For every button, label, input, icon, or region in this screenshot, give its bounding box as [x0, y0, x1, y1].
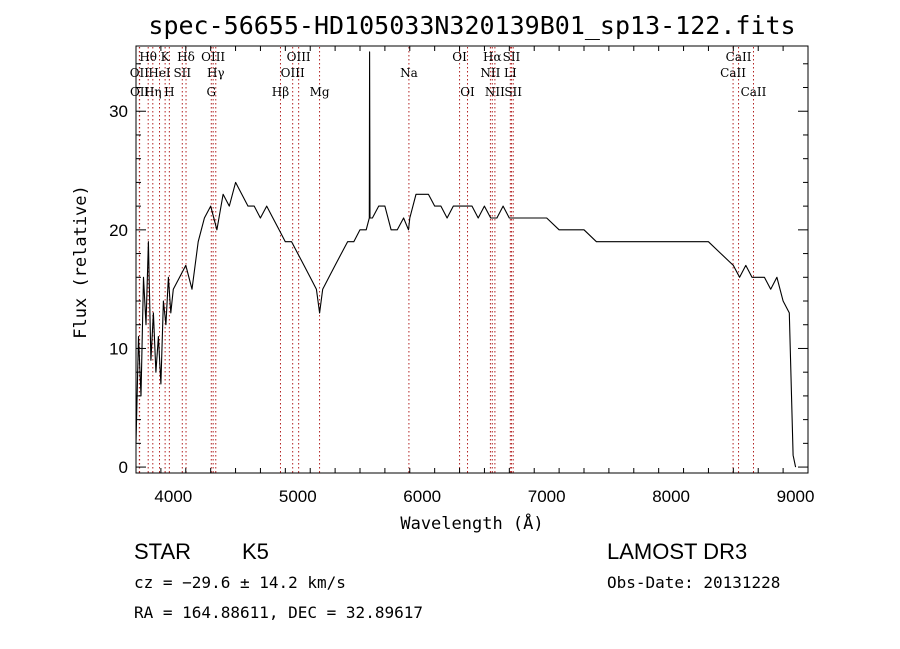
line-marker-label: OIII: [201, 50, 225, 64]
y-tick-label: 30: [109, 102, 128, 121]
y-tick-label: 10: [109, 339, 128, 358]
line-marker-label: Hβ: [272, 85, 289, 99]
x-tick-label: 8000: [652, 487, 690, 506]
line-marker-label: K: [161, 50, 171, 64]
plot-frame: [135, 45, 809, 474]
spectrum-line: [135, 51, 797, 468]
x-tick-label: 7000: [528, 487, 566, 506]
line-marker-label: OII: [130, 66, 150, 80]
line-marker-label: NII: [480, 66, 500, 80]
line-markers: [138, 47, 754, 473]
line-marker-label: CaII: [720, 66, 746, 80]
line-marker-label: Na: [400, 66, 418, 80]
object-subclass: K5: [242, 539, 269, 564]
line-marker-label: Mg: [310, 85, 330, 99]
y-axis-label: Flux (relative): [71, 185, 91, 339]
object-class: STAR: [134, 539, 192, 564]
x-axis-label: Wavelength (Å): [400, 512, 543, 534]
line-marker-label: OI: [460, 85, 475, 99]
line-marker-label: NII: [485, 85, 505, 99]
line-marker-label: CaII: [726, 50, 752, 64]
line-marker-label: OI: [452, 50, 467, 64]
x-tick-label: 4000: [154, 487, 192, 506]
survey-release: LAMOST DR3: [607, 539, 748, 564]
sky-coordinates: RA = 164.88611, DEC = 32.89617: [134, 603, 423, 622]
line-marker-label: OIII: [281, 66, 305, 80]
line-marker-label: HeI: [148, 66, 171, 80]
redshift-velocity: cz = −29.6 ± 14.2 km/s: [134, 573, 346, 592]
line-marker-label: OII: [130, 85, 150, 99]
plot-axes: 4000 5000 6000 7000 8000 9000 0 10 20 30: [109, 45, 815, 506]
spectrum-series: [135, 51, 797, 468]
line-marker-label: Hη: [144, 85, 162, 99]
line-marker-label: Hγ: [207, 66, 225, 80]
line-marker-label: Hδ: [177, 50, 195, 64]
line-marker-label: H: [164, 85, 174, 99]
line-marker-label: CaII: [741, 85, 767, 99]
x-tick-label: 5000: [279, 487, 317, 506]
y-tick-label: 20: [109, 221, 128, 240]
line-marker-label: SII: [173, 66, 191, 80]
line-marker-label: OIII: [287, 50, 311, 64]
line-marker-label: SII: [503, 50, 521, 64]
marker-labels: OII OII Hθ Hη HeI K H SII Hδ G OIII Hγ Hβ OIII OIII Mg N…: [130, 50, 767, 99]
line-marker-label: SII: [504, 85, 522, 99]
y-tick-label: 0: [119, 458, 128, 477]
observation-date: Obs-Date: 20131228: [607, 573, 781, 592]
line-marker-label: Hα: [483, 50, 502, 64]
line-marker-label: Hθ: [139, 50, 157, 64]
line-marker-label: LI: [504, 66, 517, 80]
line-marker-label: G: [206, 85, 216, 99]
x-tick-label: 9000: [777, 487, 815, 506]
x-tick-label: 6000: [403, 487, 441, 506]
chart-title: spec-56655-HD105033N320139B01_sp13-122.f…: [148, 11, 795, 40]
